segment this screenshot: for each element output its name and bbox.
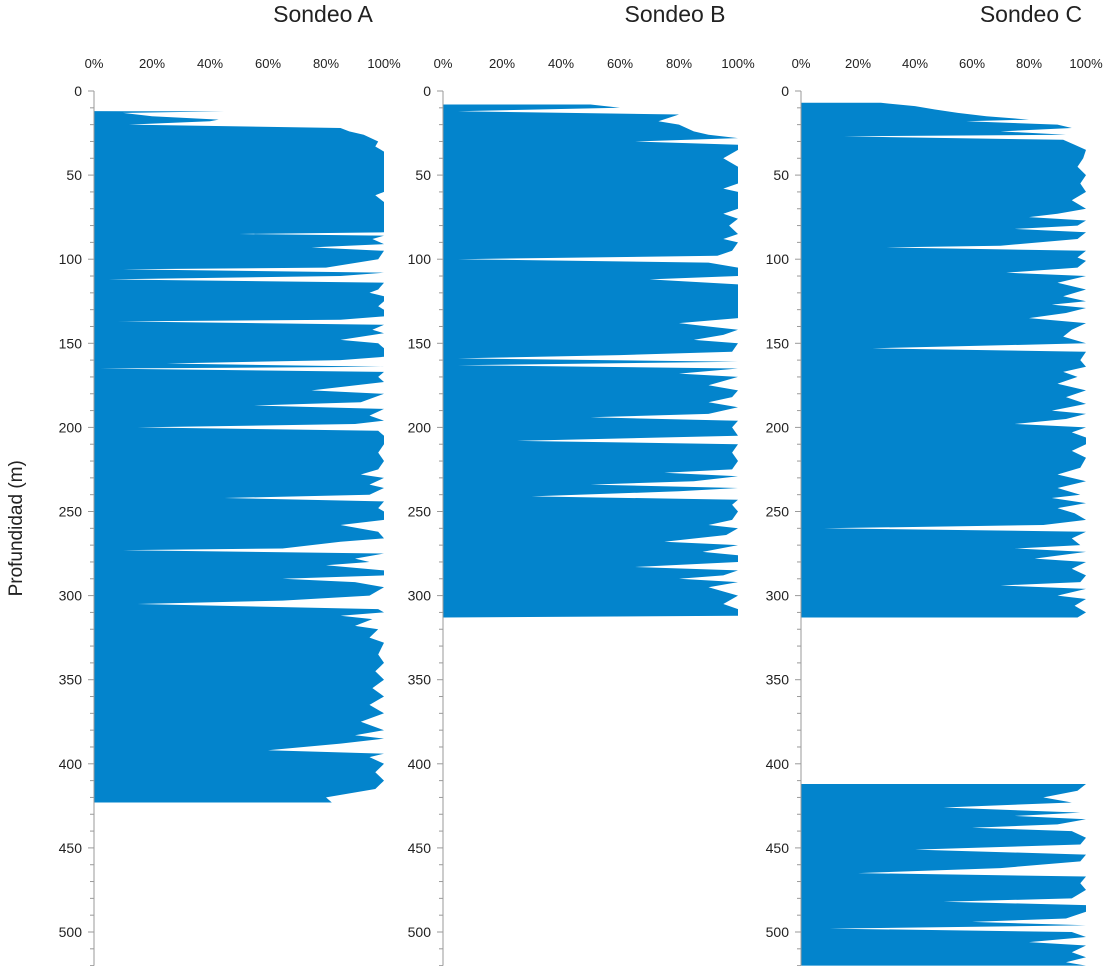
y-tick-label: 150	[408, 335, 432, 351]
y-tick-label: 400	[59, 756, 83, 772]
data-area-segment-2	[801, 783, 1086, 966]
y-tick-label: 300	[766, 588, 790, 604]
y-tick-label: 350	[766, 672, 790, 688]
y-tick-label: 300	[408, 588, 432, 604]
y-tick-label: 100	[766, 251, 790, 267]
y-tick-label: 0	[74, 83, 82, 99]
y-tick-label: 450	[766, 840, 790, 856]
y-tick-label: 200	[59, 419, 83, 435]
chart-panels: Sondeo A0501001502002503003504004505000%…	[59, 1, 1103, 966]
x-tick-label: 60%	[255, 56, 281, 71]
y-tick-label: 200	[408, 419, 432, 435]
data-area-segment-1	[94, 111, 384, 803]
y-tick-label: 500	[59, 924, 83, 940]
y-tick-label: 0	[423, 83, 431, 99]
x-tick-label: 0%	[85, 56, 104, 71]
y-tick-label: 400	[766, 756, 790, 772]
x-tick-label: 60%	[607, 56, 633, 71]
y-tick-label: 250	[766, 504, 790, 520]
panel-title: Sondeo C	[980, 1, 1082, 27]
y-tick-label: 100	[59, 251, 83, 267]
y-tick-label: 250	[59, 504, 83, 520]
x-tick-label: 40%	[197, 56, 223, 71]
x-tick-label: 20%	[845, 56, 871, 71]
panel-title: Sondeo B	[624, 1, 725, 27]
y-tick-label: 450	[408, 840, 432, 856]
panel-3: Sondeo C 0 50 100 150 200 250 300 350 400 450 500 0%…	[766, 1, 1103, 966]
y-tick-label: 350	[59, 672, 83, 688]
x-tick-label: 40%	[548, 56, 574, 71]
y-tick-label: 200	[766, 419, 790, 435]
y-tick-label: 350	[408, 672, 432, 688]
x-tick-label: 20%	[139, 56, 165, 71]
y-tick-label: 250	[408, 504, 432, 520]
y-axis-title: Profundidad (m)	[6, 460, 27, 596]
panel-title: Sondeo A	[273, 1, 373, 27]
y-tick-label: 300	[59, 588, 83, 604]
y-tick-label: 0	[781, 83, 789, 99]
x-tick-label: 80%	[1016, 56, 1042, 71]
y-axis-label: Profundidad (m)	[6, 460, 27, 596]
data-area-segment-1	[801, 102, 1086, 618]
panel-2: Sondeo B 0 50 100 150 200 250 300 350 400 450 500 0%…	[408, 1, 755, 966]
y-tick-label: 150	[59, 335, 83, 351]
x-tick-label: 60%	[959, 56, 985, 71]
y-tick-label: 500	[408, 924, 432, 940]
x-tick-label: 0%	[434, 56, 453, 71]
x-tick-label: 0%	[792, 56, 811, 71]
y-tick-label: 50	[773, 167, 789, 183]
y-tick-label: 150	[766, 335, 790, 351]
y-tick-label: 100	[408, 251, 432, 267]
y-tick-label: 50	[66, 167, 82, 183]
y-tick-label: 500	[766, 924, 790, 940]
panel-1: Sondeo A 0 50 100 150 200 250 300 350 400 450 500 0%…	[59, 1, 401, 966]
x-tick-label: 100%	[367, 56, 401, 71]
x-tick-label: 40%	[902, 56, 928, 71]
x-tick-label: 100%	[1069, 56, 1103, 71]
x-tick-label: 80%	[666, 56, 692, 71]
data-area-segment-1	[443, 104, 738, 618]
x-tick-label: 20%	[489, 56, 515, 71]
x-tick-label: 100%	[721, 56, 755, 71]
x-tick-label: 80%	[313, 56, 339, 71]
y-tick-label: 450	[59, 840, 83, 856]
y-tick-label: 400	[408, 756, 432, 772]
y-tick-label: 50	[415, 167, 431, 183]
